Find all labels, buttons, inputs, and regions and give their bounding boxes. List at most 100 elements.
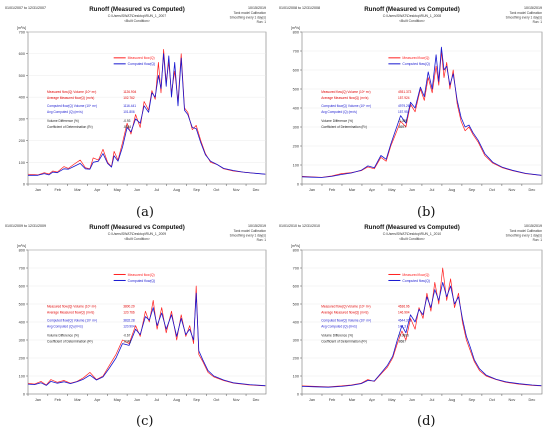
y-tick-label: 500 <box>293 88 299 92</box>
month-label: Jun <box>134 188 140 192</box>
computed-flow-line <box>28 53 266 176</box>
stat-label: Volume Difference (%) <box>47 119 79 123</box>
chart-d-svg: 01/01/2010 to 12/31/2010 Runoff (Measured… <box>279 224 543 402</box>
stat-label: Computed flow(Q) Volume (10⁶ m³) <box>47 104 97 108</box>
y-tick-label: 400 <box>293 107 299 111</box>
y-tick-label: 800 <box>19 249 25 253</box>
month-label: Nov <box>233 188 240 192</box>
measured-flow-line <box>301 50 542 178</box>
month-label: Mar <box>349 398 356 402</box>
header-info-line: Run: 1 <box>257 238 267 242</box>
month-label: Oct <box>489 398 496 402</box>
y-tick-label: 400 <box>19 321 25 325</box>
month-label: May <box>114 398 121 402</box>
chart-subtitle-condition: <Built Condition> <box>399 19 425 23</box>
measured-flow-line <box>27 285 266 387</box>
date-range-label: 01/01/2008 to 12/31/2008 <box>279 6 320 10</box>
y-tick-label: 300 <box>293 126 299 130</box>
month-label: Sep <box>193 398 200 402</box>
stat-value: 102.762 <box>123 96 135 100</box>
month-label: Sep <box>469 398 476 402</box>
y-tick-label: 100 <box>19 375 25 379</box>
chart-title: Runoff (Measured vs Computed) <box>364 6 460 13</box>
chart-subtitle-condition: <Built Condition> <box>124 19 150 23</box>
chart-panel-c: 01/01/2009 to 12/31/2009 Runoff (Measured… <box>2 220 272 410</box>
month-label: Feb <box>329 188 336 192</box>
chart-subtitle: C:\Users\SWAT\Desktop\RUN_1_2010 <box>383 232 442 236</box>
legend-label: Computed flow(Q) <box>402 279 430 283</box>
month-label: Apr <box>369 398 376 402</box>
chart-subtitle-condition: <Built Condition> <box>399 237 425 241</box>
month-label: Feb <box>329 398 336 402</box>
stat-value: 4979.264 <box>398 104 412 108</box>
chart-title: Runoff (Measured vs Computed) <box>364 224 460 231</box>
stat-label: Measured flow(Q) Volume (10⁶ m³) <box>47 305 96 309</box>
y-tick-label: 100 <box>293 375 299 379</box>
y-tick-label: 700 <box>19 31 25 35</box>
y-axis-label: [m³/s] <box>17 244 26 248</box>
chart-subtitle: C:\Users\SWAT\Desktop\RUN_1_2009 <box>108 232 167 236</box>
month-label: May <box>388 188 395 192</box>
month-label: Apr <box>94 398 101 402</box>
stat-value: 3800.29 <box>123 305 135 309</box>
y-tick-label: 0 <box>23 393 25 397</box>
month-label: Mar <box>349 188 356 192</box>
panel-label-d: (d) <box>417 414 436 429</box>
stat-label: Coefficient of Determination (R²) <box>47 340 93 344</box>
y-tick-label: 300 <box>19 117 25 121</box>
date-range-label: 01/01/2007 to 12/31/2007 <box>5 6 46 10</box>
stat-label: Avg Computed (Q) (m³/s) <box>47 325 83 329</box>
month-label: Apr <box>94 188 101 192</box>
y-tick-label: 400 <box>293 321 299 325</box>
stat-value: 120.766 <box>123 311 135 315</box>
stat-label: Computed flow(Q) Volume (10⁶ m³) <box>321 319 371 323</box>
month-label: Nov <box>509 398 516 402</box>
measured-flow-line <box>27 49 266 176</box>
header-info-line: Run: 1 <box>533 20 543 24</box>
stat-value: 4636.96 <box>398 305 410 309</box>
header-info-line: Tank model Calibration <box>234 229 267 233</box>
month-label: May <box>388 398 395 402</box>
month-label: Jan <box>309 188 315 192</box>
month-label: Mar <box>74 398 81 402</box>
y-axis-label: [m³/s] <box>17 26 26 30</box>
month-label: Jan <box>309 398 315 402</box>
y-tick-label: 500 <box>293 303 299 307</box>
y-tick-label: 600 <box>19 285 25 289</box>
stat-label: Volume Difference (%) <box>321 334 353 338</box>
month-label: Nov <box>509 188 516 192</box>
month-label: Aug <box>449 398 456 402</box>
month-label: Dec <box>253 188 260 192</box>
stat-label: Average Measured flow(Q) (m³/s) <box>47 96 94 100</box>
chart-c-svg: 01/01/2009 to 12/31/2009 Runoff (Measured… <box>5 224 267 402</box>
header-info-line: Smoothing every 1 day(s) <box>506 234 542 238</box>
legend-label: Computed flow(Q) <box>128 279 156 283</box>
stat-value: -0.93 <box>123 119 130 123</box>
header-info-line: Run: 1 <box>257 20 267 24</box>
y-tick-label: 200 <box>293 145 299 149</box>
month-label: Oct <box>213 398 220 402</box>
y-tick-label: 500 <box>19 303 25 307</box>
stat-label: Coefficient of Determination (R²) <box>47 125 93 129</box>
y-tick-label: 100 <box>19 161 25 165</box>
legend-label: Computed flow(Q) <box>402 62 430 66</box>
y-tick-label: 600 <box>293 285 299 289</box>
y-tick-label: 800 <box>293 249 299 253</box>
stat-label: Avg Computed (Q) (m³/s) <box>47 110 83 114</box>
y-tick-label: 700 <box>293 50 299 54</box>
month-label: Oct <box>489 188 496 192</box>
chart-subtitle: C:\Users\SWAT\Desktop\RUN_1_2008 <box>383 14 442 18</box>
month-label: Mar <box>74 188 81 192</box>
month-label: Aug <box>449 188 456 192</box>
month-label: May <box>114 188 121 192</box>
legend-label: Measured flow(Q) <box>402 273 429 277</box>
month-label: Jun <box>409 398 415 402</box>
month-label: Oct <box>213 188 220 192</box>
y-axis-label: [m³/s] <box>291 26 300 30</box>
stat-value: 3832.28 <box>123 319 135 323</box>
date-stamp: 10/15/2019 <box>248 6 266 10</box>
stat-label: Volume Difference (%) <box>321 119 353 123</box>
chart-panel-d: 01/01/2010 to 12/31/2010 Runoff (Measured… <box>276 220 548 410</box>
month-label: Sep <box>469 188 476 192</box>
plot-area <box>27 31 267 185</box>
